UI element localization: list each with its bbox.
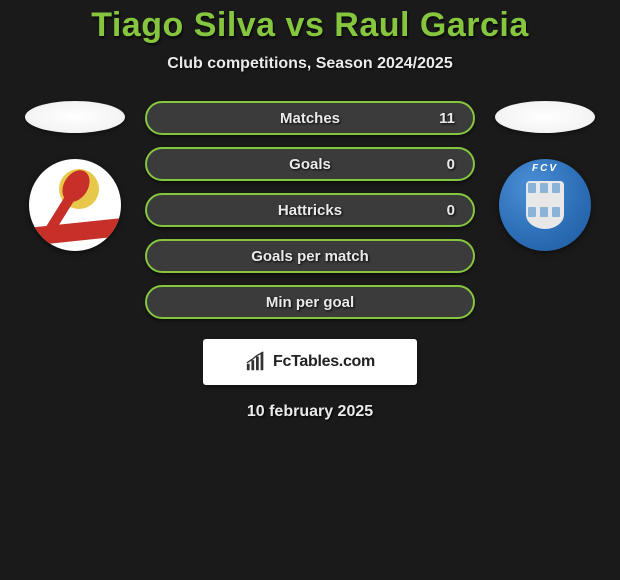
bar-chart-icon — [245, 351, 267, 373]
stat-label: Matches — [280, 110, 340, 127]
stat-label: Goals — [289, 156, 331, 173]
stat-label: Hattricks — [278, 202, 342, 219]
badge-ribbon-icon — [29, 218, 120, 245]
date-text: 10 february 2025 — [0, 403, 620, 421]
badge-shield-icon — [526, 181, 564, 229]
stat-value: 0 — [447, 202, 455, 219]
stat-label: Goals per match — [251, 248, 369, 265]
content-row: Matches 11 Goals 0 Hattricks 0 Goals per… — [0, 101, 620, 319]
stat-row-hattricks: Hattricks 0 — [145, 193, 475, 227]
stat-label: Min per goal — [266, 294, 354, 311]
left-side — [25, 101, 125, 251]
comparison-card: Tiago Silva vs Raul Garcia Club competit… — [0, 0, 620, 421]
player-oval-right — [495, 101, 595, 133]
branding-text: FcTables.com — [273, 353, 375, 371]
stat-value: 0 — [447, 156, 455, 173]
stat-row-goals: Goals 0 — [145, 147, 475, 181]
badge-arc-text: FCV — [499, 163, 591, 174]
page-title: Tiago Silva vs Raul Garcia — [0, 6, 620, 45]
right-side: FCV — [495, 101, 595, 251]
stat-value: 11 — [439, 110, 455, 127]
stat-row-goals-per-match: Goals per match — [145, 239, 475, 273]
player-oval-left — [25, 101, 125, 133]
stat-row-matches: Matches 11 — [145, 101, 475, 135]
branding-badge[interactable]: FcTables.com — [203, 339, 417, 385]
page-subtitle: Club competitions, Season 2024/2025 — [0, 55, 620, 73]
club-badge-left — [29, 159, 121, 251]
stat-row-min-per-goal: Min per goal — [145, 285, 475, 319]
stats-column: Matches 11 Goals 0 Hattricks 0 Goals per… — [145, 101, 475, 319]
club-badge-right: FCV — [499, 159, 591, 251]
